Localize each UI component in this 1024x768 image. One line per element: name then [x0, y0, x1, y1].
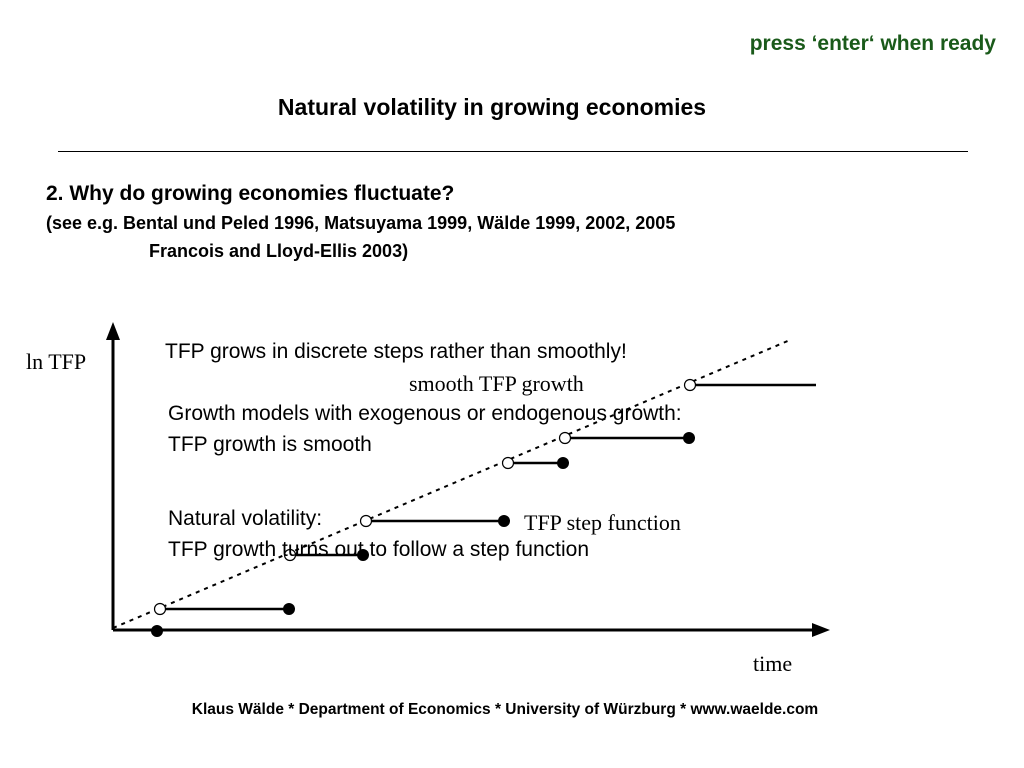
step-2-closed-dot	[357, 549, 369, 561]
step-2-open-dot	[283, 548, 297, 562]
section-question: 2. Why do growing economies fluctuate?	[46, 182, 455, 205]
slide-title: Natural volatility in growing economies	[277, 94, 707, 120]
footer: Klaus Wälde * Department of Economics * …	[191, 701, 819, 718]
y-axis-label: ln TFP	[26, 349, 87, 374]
step-4-open-dot	[501, 456, 515, 470]
y-axis-arrow	[106, 322, 120, 340]
step-5-closed-dot	[683, 432, 695, 444]
step-3-closed-dot	[498, 515, 510, 527]
natural-volatility-text: Natural volatility:	[168, 507, 323, 530]
step-5-open-dot	[558, 431, 572, 445]
press-enter-hint: press ‘enter‘ when ready	[749, 32, 996, 55]
smooth-growth-line	[112, 339, 791, 629]
step-0-closed-dot	[151, 625, 163, 637]
step-1-closed-dot	[283, 603, 295, 615]
smooth-growth-label: smooth TFP growth	[409, 371, 584, 396]
title-divider	[58, 151, 968, 152]
step-4-closed-dot	[557, 457, 569, 469]
x-axis-arrow	[812, 623, 830, 637]
step-3-open-dot	[359, 514, 373, 528]
smooth-growth-text: TFP growth is smooth	[168, 433, 372, 456]
x-axis-label: time	[753, 651, 793, 676]
step-function-label: TFP step function	[524, 510, 681, 535]
growth-models-text: Growth models with exogenous or endogeno…	[168, 402, 682, 425]
references-line-2: Francois and Lloyd-Ellis 2003)	[149, 241, 409, 261]
step-function-text: TFP growth turns out to follow a step fu…	[168, 538, 589, 561]
main-statement: TFP grows in discrete steps rather than …	[165, 340, 627, 363]
step-6-open-dot	[683, 378, 697, 392]
step-1-open-dot	[153, 602, 167, 616]
references-line-1: (see e.g. Bental und Peled 1996, Matsuya…	[46, 213, 676, 233]
